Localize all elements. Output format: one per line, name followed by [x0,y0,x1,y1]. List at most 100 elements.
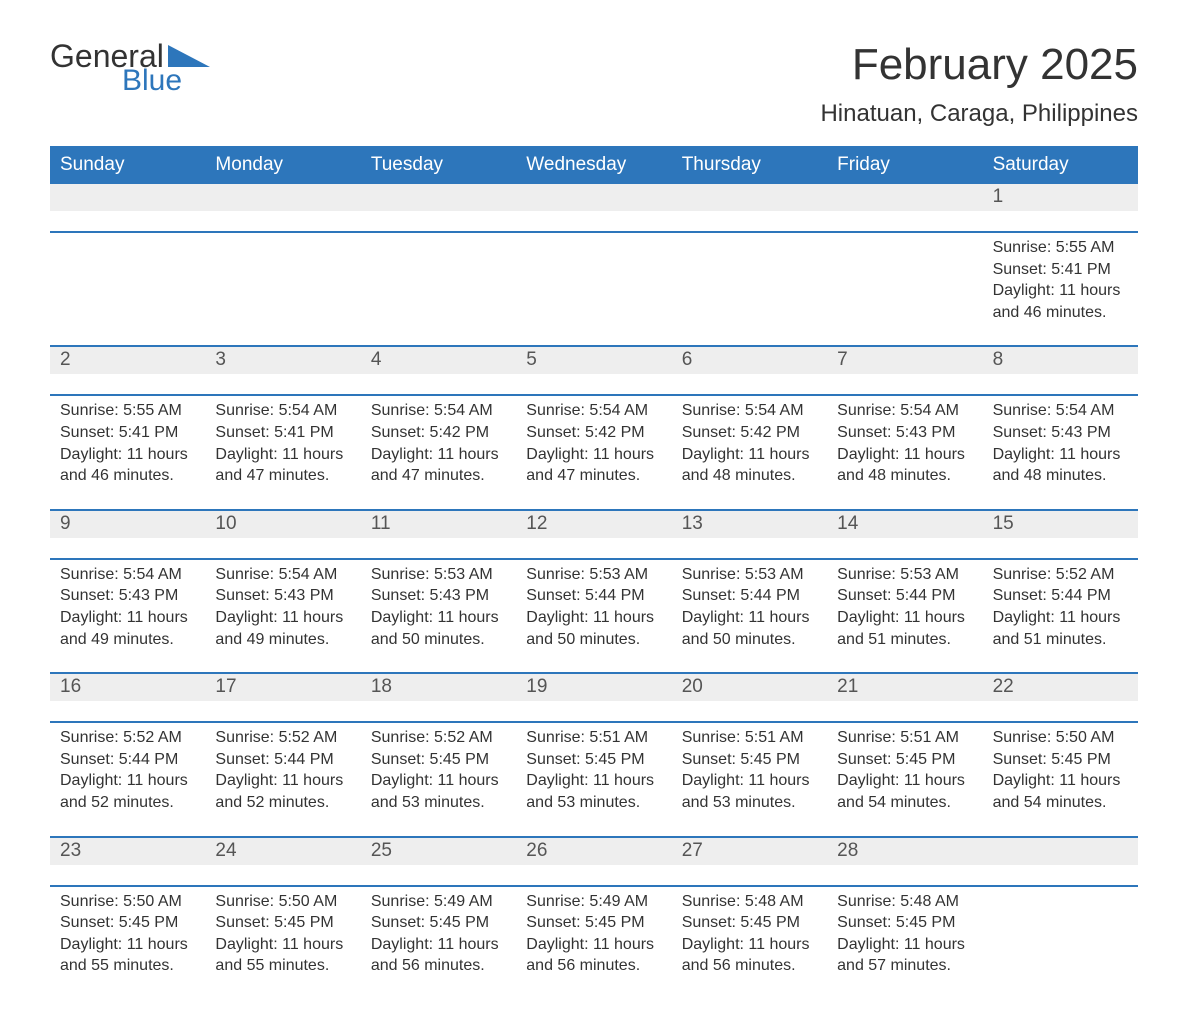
weekday-header-row: SundayMondayTuesdayWednesdayThursdayFrid… [50,146,1138,184]
day-info-cell: Sunrise: 5:52 AMSunset: 5:44 PMDaylight:… [205,723,360,815]
day-info: Sunrise: 5:54 AMSunset: 5:42 PMDaylight:… [361,396,516,488]
day-info-cell [50,233,205,325]
sunset-text: Sunset: 5:44 PM [60,749,195,771]
day-info-cell [983,887,1138,979]
day-info-cell: Sunrise: 5:54 AMSunset: 5:43 PMDaylight:… [50,560,205,652]
sunset-text: Sunset: 5:45 PM [60,912,195,934]
day-number-cell: 17 [205,674,360,701]
day-number-cell: 20 [672,674,827,701]
sunset-text: Sunset: 5:43 PM [837,422,972,444]
daylight-text: Daylight: 11 hours and 49 minutes. [60,607,195,650]
day-info-cell: Sunrise: 5:51 AMSunset: 5:45 PMDaylight:… [827,723,982,815]
sunrise-text: Sunrise: 5:54 AM [371,400,506,422]
day-number-cell [516,184,671,211]
weekday-header-cell: Tuesday [361,146,516,184]
day-number: 26 [516,838,671,865]
day-info-cell: Sunrise: 5:53 AMSunset: 5:43 PMDaylight:… [361,560,516,652]
day-number-cell [672,184,827,211]
day-info: Sunrise: 5:55 AMSunset: 5:41 PMDaylight:… [50,396,205,488]
sunset-text: Sunset: 5:42 PM [371,422,506,444]
day-number: 15 [983,511,1138,538]
daylight-text: Daylight: 11 hours and 50 minutes. [682,607,817,650]
brand-logo: General Blue [50,40,210,96]
day-number: 18 [361,674,516,701]
day-number: 24 [205,838,360,865]
daylight-text: Daylight: 11 hours and 50 minutes. [526,607,661,650]
sunset-text: Sunset: 5:45 PM [837,912,972,934]
sunset-text: Sunset: 5:43 PM [993,422,1128,444]
day-number: 25 [361,838,516,865]
day-info-cell: Sunrise: 5:53 AMSunset: 5:44 PMDaylight:… [827,560,982,652]
day-info: Sunrise: 5:48 AMSunset: 5:45 PMDaylight:… [672,887,827,979]
day-number: 1 [983,184,1138,211]
daylight-text: Daylight: 11 hours and 49 minutes. [215,607,350,650]
day-number-cell: 5 [516,347,671,374]
day-number-cell: 3 [205,347,360,374]
day-info-cell: Sunrise: 5:54 AMSunset: 5:42 PMDaylight:… [672,396,827,488]
sunset-text: Sunset: 5:44 PM [837,585,972,607]
day-info: Sunrise: 5:53 AMSunset: 5:44 PMDaylight:… [827,560,982,652]
day-number-cell: 19 [516,674,671,701]
day-info-cell: Sunrise: 5:54 AMSunset: 5:42 PMDaylight:… [361,396,516,488]
day-number: 19 [516,674,671,701]
daylight-text: Daylight: 11 hours and 56 minutes. [371,934,506,977]
week-daynum-row: 9101112131415 [50,509,1138,538]
day-number-cell: 27 [672,838,827,865]
day-info-cell [672,233,827,325]
day-number-cell: 4 [361,347,516,374]
sunrise-text: Sunrise: 5:48 AM [682,891,817,913]
daylight-text: Daylight: 11 hours and 48 minutes. [837,444,972,487]
day-number-cell: 28 [827,838,982,865]
day-info: Sunrise: 5:52 AMSunset: 5:45 PMDaylight:… [361,723,516,815]
day-info-cell: Sunrise: 5:53 AMSunset: 5:44 PMDaylight:… [672,560,827,652]
day-info-cell: Sunrise: 5:55 AMSunset: 5:41 PMDaylight:… [50,396,205,488]
day-number-cell: 16 [50,674,205,701]
daylight-text: Daylight: 11 hours and 54 minutes. [837,770,972,813]
day-info-cell: Sunrise: 5:52 AMSunset: 5:45 PMDaylight:… [361,723,516,815]
day-number: 20 [672,674,827,701]
day-info-cell: Sunrise: 5:54 AMSunset: 5:43 PMDaylight:… [827,396,982,488]
day-number-cell: 9 [50,511,205,538]
day-info: Sunrise: 5:53 AMSunset: 5:43 PMDaylight:… [361,560,516,652]
day-info-cell: Sunrise: 5:50 AMSunset: 5:45 PMDaylight:… [205,887,360,979]
day-number-cell [361,184,516,211]
day-info-cell [827,233,982,325]
day-number: 17 [205,674,360,701]
day-info: Sunrise: 5:49 AMSunset: 5:45 PMDaylight:… [516,887,671,979]
daylight-text: Daylight: 11 hours and 54 minutes. [993,770,1128,813]
daylight-text: Daylight: 11 hours and 55 minutes. [215,934,350,977]
brand-text-2: Blue [122,66,210,96]
sunrise-text: Sunrise: 5:49 AM [526,891,661,913]
day-info-cell: Sunrise: 5:52 AMSunset: 5:44 PMDaylight:… [983,560,1138,652]
daylight-text: Daylight: 11 hours and 51 minutes. [993,607,1128,650]
day-number-cell: 15 [983,511,1138,538]
day-info [672,233,827,257]
sunset-text: Sunset: 5:45 PM [371,749,506,771]
day-number [361,184,516,211]
daylight-text: Daylight: 11 hours and 46 minutes. [60,444,195,487]
day-number-cell [205,184,360,211]
day-info-cell: Sunrise: 5:55 AMSunset: 5:41 PMDaylight:… [983,233,1138,325]
day-info: Sunrise: 5:54 AMSunset: 5:41 PMDaylight:… [205,396,360,488]
day-info-cell: Sunrise: 5:48 AMSunset: 5:45 PMDaylight:… [672,887,827,979]
day-number: 27 [672,838,827,865]
day-number-cell: 1 [983,184,1138,211]
day-info-cell: Sunrise: 5:51 AMSunset: 5:45 PMDaylight:… [672,723,827,815]
daylight-text: Daylight: 11 hours and 47 minutes. [371,444,506,487]
day-number-cell: 8 [983,347,1138,374]
day-info: Sunrise: 5:50 AMSunset: 5:45 PMDaylight:… [983,723,1138,815]
daylight-text: Daylight: 11 hours and 53 minutes. [371,770,506,813]
sunrise-text: Sunrise: 5:50 AM [60,891,195,913]
day-number [983,838,1138,865]
day-info [827,233,982,257]
day-number: 14 [827,511,982,538]
sunset-text: Sunset: 5:45 PM [837,749,972,771]
sunrise-text: Sunrise: 5:55 AM [60,400,195,422]
daylight-text: Daylight: 11 hours and 51 minutes. [837,607,972,650]
day-number: 28 [827,838,982,865]
sunset-text: Sunset: 5:44 PM [993,585,1128,607]
sunrise-text: Sunrise: 5:54 AM [526,400,661,422]
day-info: Sunrise: 5:49 AMSunset: 5:45 PMDaylight:… [361,887,516,979]
day-number: 9 [50,511,205,538]
sunset-text: Sunset: 5:43 PM [371,585,506,607]
